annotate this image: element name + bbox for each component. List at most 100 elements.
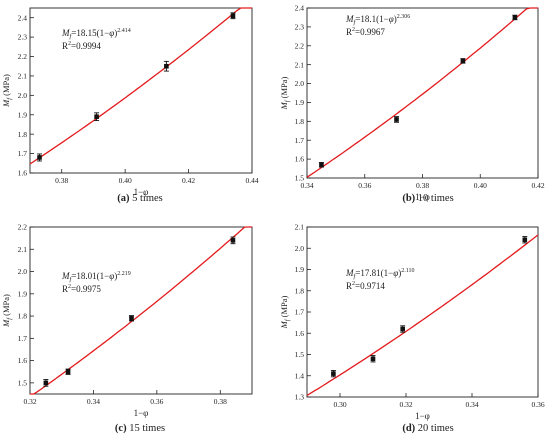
eq-phi: φ [109, 28, 114, 38]
r2-sup: 2 [352, 27, 355, 33]
eq-close: ) [114, 28, 117, 38]
data-point [43, 380, 49, 386]
eq-var: M [61, 271, 70, 281]
eq-sub: f [70, 33, 73, 40]
r-squared: R2=0.9994 [62, 41, 101, 51]
eq-exponent: 2.110 [401, 268, 414, 274]
x-tick-label: 0.36 [531, 400, 544, 409]
eq-sub: f [354, 273, 357, 280]
data-point [230, 238, 236, 243]
y-axis-label-sub: f [6, 317, 13, 320]
eq-close: ) [398, 268, 401, 278]
caption-letter: (b) [402, 193, 415, 204]
r2-sup: 2 [68, 41, 71, 47]
x-tick-label: 0.38 [214, 397, 227, 406]
eq-phi: φ [393, 268, 398, 278]
eq-sub: f [70, 276, 73, 283]
panel-a: 0.38 0.40 0.42 0.44 1.6 1.7 1.8 1.9 2.0 2.1 2.2 2.3… [1, 7, 259, 204]
eq-coef: =18.01(1− [71, 271, 109, 281]
data-point [164, 63, 169, 69]
y-axis-label-unit: (MPa) [279, 295, 289, 319]
eq-var: M [345, 14, 354, 24]
x-tick-label: 0.44 [245, 176, 258, 185]
data-point [370, 356, 376, 362]
y-tick-label: 2.2 [295, 41, 305, 50]
y-tick-label: 1.4 [295, 371, 305, 380]
x-axis-label: 1−φ [134, 187, 149, 197]
y-tick-label: 1.7 [18, 334, 28, 343]
r2-value: =0.9714 [355, 281, 385, 291]
data-point [394, 117, 399, 122]
x-tick-label: 0.32 [23, 397, 36, 406]
y-axis-label: Mf (MPa) [1, 294, 13, 328]
fit-curve [306, 7, 538, 178]
y-tick-label: 1.9 [18, 289, 28, 298]
y-tick-label: 1.7 [18, 149, 28, 158]
plot-frame [29, 7, 253, 174]
data-point [512, 15, 518, 20]
y-tick-label: 1.6 [18, 169, 28, 178]
x-axis-label: 1−φ [134, 408, 149, 418]
y-tick-label: 1.9 [295, 265, 305, 274]
data-point [94, 114, 99, 120]
eq-coef: =18.15(1− [71, 28, 109, 38]
fit-equation: Mf=17.81(1−φ)2.110 [345, 268, 414, 280]
x-tick-label: 0.38 [55, 176, 68, 185]
y-tick-label: 1.9 [18, 110, 28, 119]
r2-r: R [62, 41, 68, 51]
eq-close: ) [114, 271, 117, 281]
eq-coef: =18.1(1− [355, 14, 388, 24]
y-tick-label: 1.6 [295, 329, 305, 338]
eq-exponent: 2.414 [117, 28, 131, 34]
r-squared: R2=0.9714 [346, 281, 385, 291]
x-tick-label: 0.30 [333, 400, 346, 409]
eq-var: M [345, 268, 354, 278]
y-tick-label: 2.0 [295, 244, 305, 253]
y-tick-label: 1.6 [18, 356, 28, 365]
y-axis-label: Mf (MPa) [279, 295, 291, 329]
y-tick-label: 2.1 [295, 223, 305, 232]
y-tick-label: 1.5 [18, 378, 28, 387]
y-axis-label-sub: f [284, 99, 291, 102]
eq-coef: =17.81(1− [355, 268, 393, 278]
eq-phi: φ [109, 271, 114, 281]
panel-caption: (b) 10 times [402, 193, 453, 204]
x-tick-label: 0.32 [399, 400, 412, 409]
y-axis-label-unit: (MPa) [1, 294, 11, 318]
eq-phi: φ [389, 14, 394, 24]
y-tick-label: 2.2 [18, 223, 28, 232]
y-tick-label: 1.8 [18, 312, 28, 321]
y-axis-label-var: M [279, 320, 289, 329]
eq-exponent: 2.219 [117, 271, 131, 277]
eq-var: M [61, 28, 70, 38]
y-tick-label: 2.3 [18, 33, 28, 42]
eq-exponent: 2.306 [397, 14, 411, 20]
data-point [230, 13, 236, 19]
data-point [400, 326, 405, 332]
y-tick-label: 2.1 [295, 60, 305, 69]
plot-frame [306, 7, 539, 179]
fit-equation: Mf=18.01(1−φ)2.219 [61, 271, 131, 283]
data-point [522, 237, 528, 243]
x-tick-label: 0.34 [87, 397, 100, 406]
y-tick-label: 2.4 [295, 4, 305, 13]
y-tick-label: 1.5 [295, 350, 305, 359]
y-axis-label-var: M [279, 101, 289, 110]
y-axis-label-unit: (MPa) [1, 74, 11, 98]
r2-r: R [62, 284, 68, 294]
y-tick-label: 1.9 [295, 98, 305, 107]
y-tick-label: 2.3 [295, 22, 305, 31]
y-tick-label: 1.7 [295, 136, 305, 145]
x-tick-label: 0.42 [182, 176, 195, 185]
fit-equation: Mf=18.15(1−φ)2.414 [61, 28, 131, 40]
fit-equation: Mf=18.1(1−φ)2.306 [345, 14, 410, 26]
panel-caption: (d) 20 times [402, 423, 453, 434]
caption-text: 10 times [415, 193, 454, 204]
y-tick-label: 1.8 [18, 130, 28, 139]
y-tick-label: 2.1 [18, 245, 28, 254]
y-tick-label: 2.0 [295, 79, 305, 88]
eq-close: ) [394, 14, 397, 24]
eq-sub: f [354, 19, 357, 26]
y-tick-label: 1.8 [295, 117, 305, 126]
